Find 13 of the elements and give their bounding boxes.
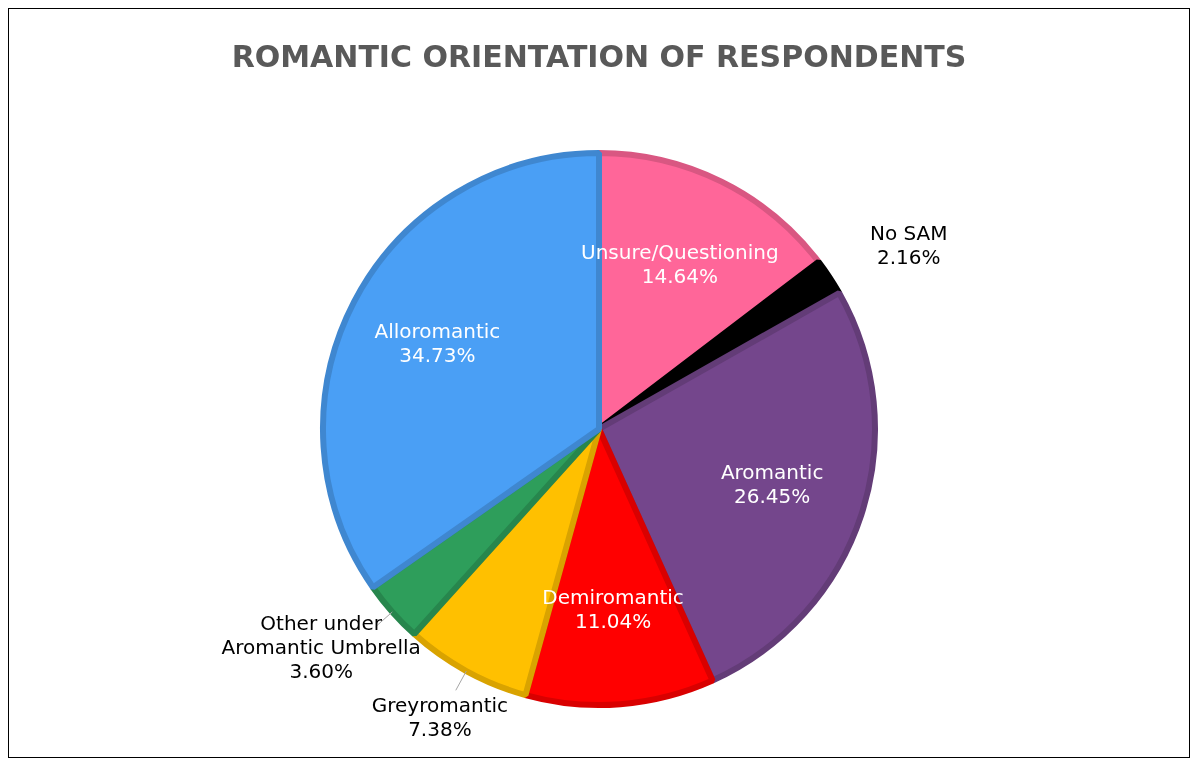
chart-title: ROMANTIC ORIENTATION OF RESPONDENTS <box>231 38 967 74</box>
data-label: 11.04% <box>574 608 652 633</box>
data-label: 7.38% <box>408 717 472 742</box>
data-label: 34.73% <box>399 343 476 368</box>
data-label: 14.64% <box>641 263 718 288</box>
slice-label: Other under Aromantic Umbrella <box>221 610 421 659</box>
slice-label: Alloromantic <box>374 319 501 344</box>
data-label: 26.45% <box>734 483 811 508</box>
slice-label: No SAM <box>869 220 948 245</box>
data-label: 3.60% <box>289 658 353 683</box>
slice-label: Greyromantic <box>371 693 509 718</box>
slice-label: Aromantic <box>720 459 824 484</box>
data-label: 2.16% <box>876 244 941 269</box>
